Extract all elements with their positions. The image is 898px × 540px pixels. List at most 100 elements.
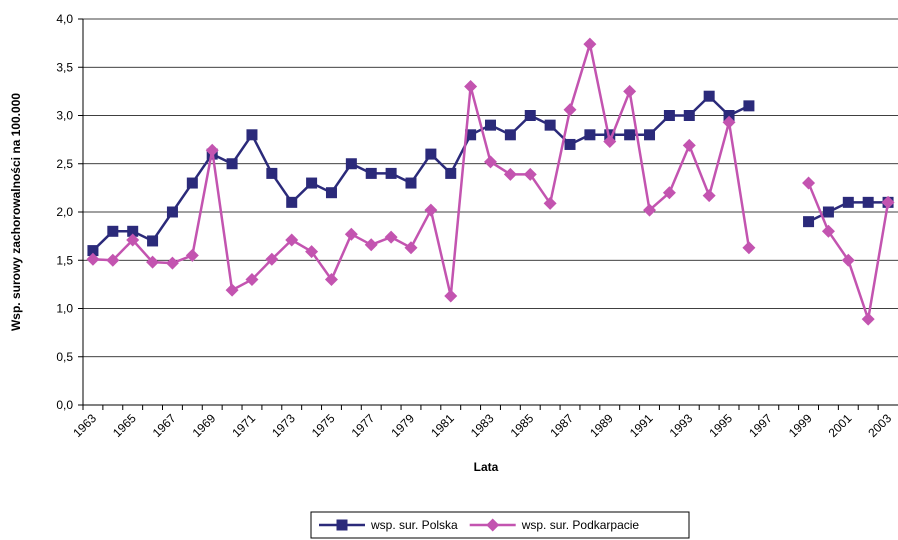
- point: [126, 233, 140, 247]
- point: [623, 84, 637, 98]
- x-tick-label: 1987: [547, 411, 576, 440]
- y-tick-label: 2,5: [56, 157, 73, 171]
- x-tick-label: 1985: [508, 411, 537, 440]
- point: [485, 119, 496, 131]
- point: [106, 253, 120, 267]
- point: [523, 167, 537, 181]
- legend: wsp. sur. Polska wsp. sur. Podkarpacie: [310, 511, 690, 539]
- x-tick-label: 1991: [627, 411, 656, 440]
- y-tick-label: 1,0: [56, 302, 73, 316]
- point: [662, 186, 676, 200]
- x-tick-label: 2003: [865, 411, 894, 440]
- point: [703, 90, 715, 102]
- y-tick-label: 0,0: [56, 398, 73, 412]
- point: [444, 289, 458, 303]
- point: [127, 225, 139, 237]
- point: [324, 273, 338, 287]
- point: [344, 227, 358, 241]
- point: [504, 129, 516, 141]
- point: [225, 283, 239, 297]
- y-tick-label: 1,5: [56, 253, 73, 267]
- x-tick-label: 1995: [706, 411, 735, 440]
- legend-label: wsp. sur. Polska: [370, 518, 458, 532]
- point: [702, 189, 716, 203]
- point: [842, 196, 854, 208]
- y-tick-label: 0,5: [56, 350, 73, 364]
- point: [186, 177, 198, 189]
- point: [325, 187, 337, 199]
- point: [345, 158, 357, 170]
- x-tick-label: 1981: [428, 411, 457, 440]
- point: [743, 100, 755, 112]
- point: [861, 312, 875, 326]
- point: [405, 177, 417, 189]
- x-tick-label: 1973: [269, 411, 298, 440]
- point: [722, 115, 736, 129]
- point: [604, 129, 616, 141]
- point: [484, 155, 497, 169]
- point: [266, 167, 278, 179]
- point: [424, 203, 438, 217]
- point: [821, 224, 835, 238]
- point: [643, 203, 657, 217]
- point: [583, 37, 597, 51]
- point: [245, 273, 259, 287]
- point: [385, 167, 397, 179]
- y-tick-label: 2,0: [56, 205, 73, 219]
- x-tick-label: 1997: [746, 411, 775, 440]
- series-line: [92, 94, 889, 252]
- point: [147, 235, 159, 247]
- point: [465, 129, 477, 141]
- x-tick-label: 1971: [229, 411, 258, 440]
- point: [305, 245, 319, 259]
- point: [663, 110, 675, 121]
- x-tick-label: 1965: [110, 411, 139, 440]
- x-tick-label: 1963: [70, 411, 99, 440]
- x-tick-label: 1989: [587, 411, 616, 440]
- point: [384, 230, 398, 244]
- point: [644, 129, 656, 141]
- point: [486, 518, 500, 532]
- point: [146, 255, 160, 269]
- point: [543, 196, 557, 210]
- point: [107, 225, 119, 237]
- point: [564, 138, 576, 150]
- x-tick-label: 1975: [309, 411, 338, 440]
- y-tick-label: 3,0: [56, 109, 73, 123]
- series-line: [92, 43, 890, 320]
- point: [584, 129, 596, 141]
- point: [365, 167, 377, 179]
- point: [841, 253, 855, 267]
- x-tick-label: 1983: [468, 411, 497, 440]
- point: [723, 110, 735, 121]
- point: [165, 256, 179, 270]
- x-tick-label: 2001: [826, 411, 855, 440]
- point: [624, 129, 636, 141]
- point: [185, 248, 199, 262]
- point: [205, 143, 219, 157]
- point: [285, 233, 299, 247]
- x-tick-label: 1969: [190, 411, 219, 440]
- x-tick-label: 1993: [667, 411, 696, 440]
- x-tick-label: 1999: [786, 411, 815, 440]
- x-tick-label: 1979: [388, 411, 417, 440]
- point: [246, 129, 258, 141]
- point: [563, 103, 577, 117]
- x-tick-label: 1977: [349, 411, 378, 440]
- point: [544, 119, 556, 131]
- point: [682, 138, 696, 152]
- point: [404, 241, 418, 255]
- point: [445, 167, 457, 179]
- point: [862, 196, 874, 208]
- legend-label: wsp. sur. Podkarpacie: [521, 518, 640, 532]
- point: [881, 195, 895, 209]
- y-axis-label: Wsp. surowy zachorowalności na 100.000: [9, 93, 23, 331]
- x-axis-label: Lata: [474, 460, 499, 474]
- point: [802, 176, 816, 190]
- point: [86, 252, 100, 266]
- point: [464, 80, 478, 94]
- point: [166, 206, 178, 218]
- point: [742, 241, 756, 255]
